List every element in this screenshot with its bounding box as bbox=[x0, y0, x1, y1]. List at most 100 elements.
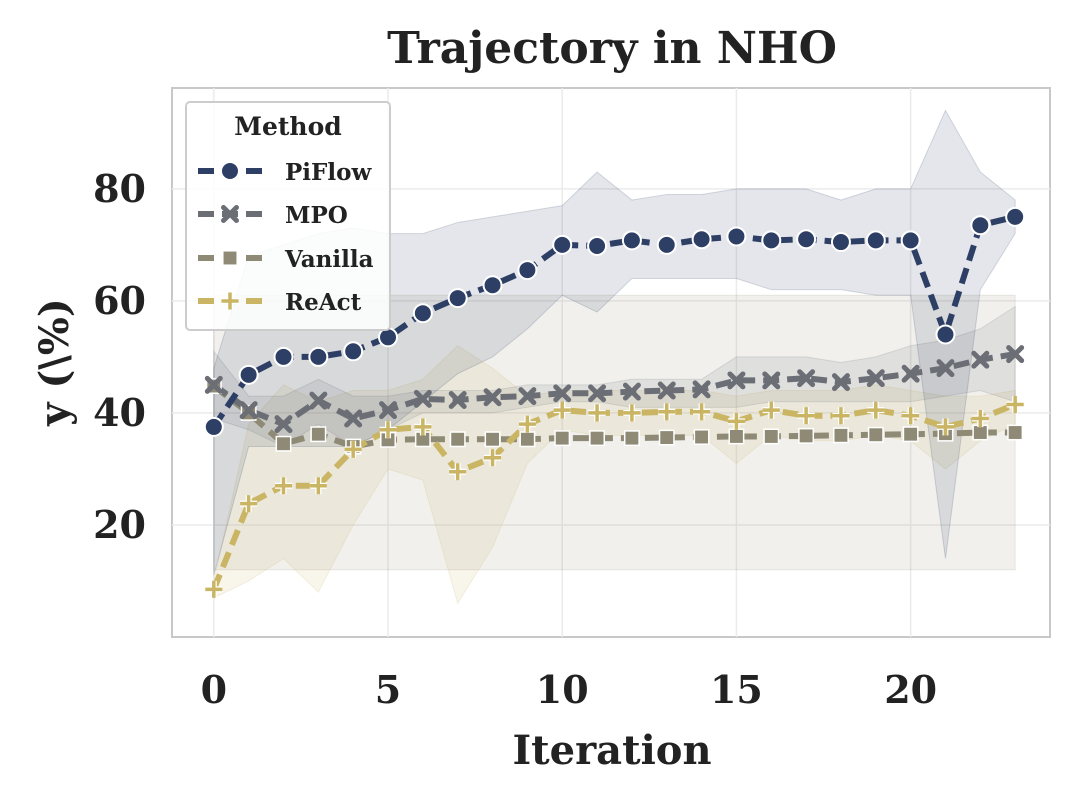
y-tick-label: 60 bbox=[93, 278, 146, 323]
point-react bbox=[274, 477, 293, 495]
band-vanilla bbox=[213, 294, 1016, 571]
point-mpo bbox=[901, 364, 920, 383]
point-react bbox=[902, 407, 920, 425]
legend-marker-vanilla bbox=[222, 250, 238, 266]
point-mpo bbox=[866, 369, 885, 388]
band-piflow bbox=[213, 109, 1016, 576]
point-vanilla bbox=[833, 427, 849, 444]
point-mpo bbox=[762, 371, 781, 390]
point-mpo bbox=[518, 387, 537, 406]
point-piflow bbox=[970, 215, 991, 236]
point-mpo bbox=[797, 369, 816, 388]
legend-marker-piflow bbox=[220, 161, 240, 181]
point-mpo bbox=[936, 359, 955, 378]
point-piflow bbox=[935, 324, 956, 345]
point-piflow bbox=[343, 341, 364, 362]
point-mpo bbox=[971, 350, 990, 369]
legend-marker-mpo bbox=[221, 205, 239, 223]
point-react bbox=[309, 477, 327, 495]
point-vanilla bbox=[867, 426, 884, 443]
point-mpo bbox=[588, 384, 607, 403]
point-mpo bbox=[483, 388, 502, 407]
point-mpo bbox=[448, 391, 467, 410]
point-mpo bbox=[379, 401, 397, 420]
markers-react bbox=[205, 395, 1024, 598]
point-piflow bbox=[691, 229, 712, 250]
y-axis-label: y (\%) bbox=[31, 298, 78, 427]
point-react bbox=[205, 580, 223, 598]
point-piflow bbox=[587, 235, 608, 256]
point-react bbox=[727, 412, 745, 430]
point-vanilla bbox=[728, 428, 745, 445]
legend-label-piflow: PiFlow bbox=[285, 159, 372, 186]
point-mpo bbox=[309, 391, 328, 410]
point-piflow bbox=[865, 230, 886, 251]
point-piflow bbox=[830, 232, 851, 253]
chart-title: Trajectory in NHO bbox=[387, 23, 837, 74]
point-vanilla bbox=[589, 430, 606, 447]
series-markers bbox=[203, 206, 1026, 598]
point-react bbox=[797, 407, 815, 425]
point-vanilla bbox=[310, 426, 327, 443]
legend-label-vanilla: Vanilla bbox=[284, 246, 374, 273]
point-react bbox=[1006, 395, 1024, 414]
point-vanilla bbox=[693, 429, 710, 445]
point-mpo bbox=[344, 409, 363, 428]
point-react bbox=[414, 418, 432, 436]
point-piflow bbox=[308, 346, 329, 367]
point-piflow bbox=[552, 234, 573, 255]
point-vanilla bbox=[972, 424, 989, 441]
point-vanilla bbox=[658, 429, 675, 446]
point-react bbox=[449, 463, 467, 481]
legend-label-mpo: MPO bbox=[285, 202, 348, 229]
point-react bbox=[762, 401, 780, 419]
point-vanilla bbox=[1007, 424, 1024, 441]
legend-marker-react bbox=[221, 292, 239, 310]
point-piflow bbox=[447, 288, 468, 309]
point-mpo bbox=[727, 371, 746, 390]
x-tick-label: 20 bbox=[884, 667, 937, 712]
axis-ticks: 0 5 10 15 20 20 40 60 80 bbox=[93, 166, 937, 712]
point-vanilla bbox=[449, 431, 466, 448]
x-tick-label: 5 bbox=[375, 667, 401, 712]
point-vanilla bbox=[484, 431, 501, 448]
confidence-bands bbox=[213, 109, 1016, 605]
point-mpo bbox=[413, 389, 432, 408]
legend-label-react: ReAct bbox=[285, 289, 362, 316]
point-react bbox=[658, 403, 676, 421]
point-react bbox=[240, 495, 258, 513]
point-piflow bbox=[412, 303, 433, 324]
point-mpo bbox=[657, 381, 676, 400]
point-piflow bbox=[482, 275, 503, 296]
point-react bbox=[344, 440, 362, 458]
point-piflow bbox=[656, 234, 677, 255]
point-piflow bbox=[761, 230, 782, 251]
point-vanilla bbox=[275, 435, 292, 452]
point-piflow bbox=[203, 416, 224, 437]
point-react bbox=[971, 409, 989, 428]
legend-title: Method bbox=[234, 112, 341, 141]
point-vanilla bbox=[623, 430, 640, 447]
legend: Method PiFlow MPO Vanilla ReAct bbox=[185, 101, 391, 331]
point-react bbox=[553, 401, 571, 419]
point-piflow bbox=[900, 230, 921, 251]
y-tick-label: 80 bbox=[93, 166, 146, 211]
x-tick-label: 10 bbox=[536, 667, 589, 712]
point-piflow bbox=[238, 364, 259, 385]
x-tick-label: 15 bbox=[710, 667, 763, 712]
legend-frame bbox=[185, 101, 391, 331]
point-piflow bbox=[796, 229, 817, 250]
point-react bbox=[518, 415, 536, 433]
point-mpo bbox=[553, 384, 572, 403]
band-react bbox=[213, 345, 1016, 605]
point-vanilla bbox=[519, 431, 536, 448]
point-vanilla bbox=[554, 430, 571, 447]
point-piflow bbox=[1005, 206, 1026, 227]
y-tick-label: 40 bbox=[93, 390, 146, 435]
point-react bbox=[936, 418, 955, 436]
point-react bbox=[483, 449, 502, 467]
point-react bbox=[832, 407, 850, 425]
point-react bbox=[623, 404, 641, 422]
point-piflow bbox=[726, 226, 747, 247]
